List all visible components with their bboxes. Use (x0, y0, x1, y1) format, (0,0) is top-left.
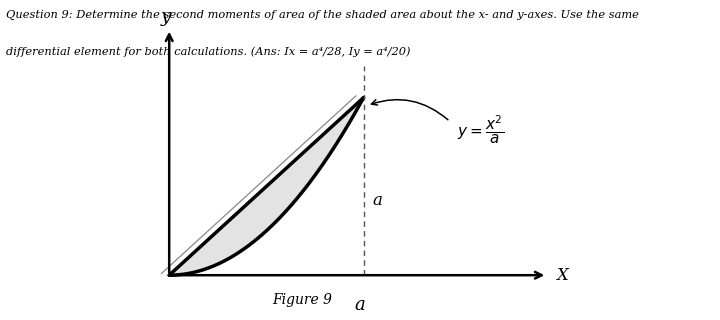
Text: differential element for both calculations. (Ans: Ix = a⁴/28, Iy = a⁴/20): differential element for both calculatio… (6, 46, 410, 57)
Text: Question 9: Determine the second moments of area of the shaded area about the x-: Question 9: Determine the second moments… (6, 10, 639, 20)
Text: a: a (372, 192, 382, 209)
Text: $y=\dfrac{x^2}{a}$: $y=\dfrac{x^2}{a}$ (457, 113, 504, 146)
Text: X: X (556, 267, 567, 284)
Text: a: a (355, 296, 365, 314)
Text: Figure 9: Figure 9 (272, 293, 333, 307)
Text: y: y (161, 8, 171, 26)
